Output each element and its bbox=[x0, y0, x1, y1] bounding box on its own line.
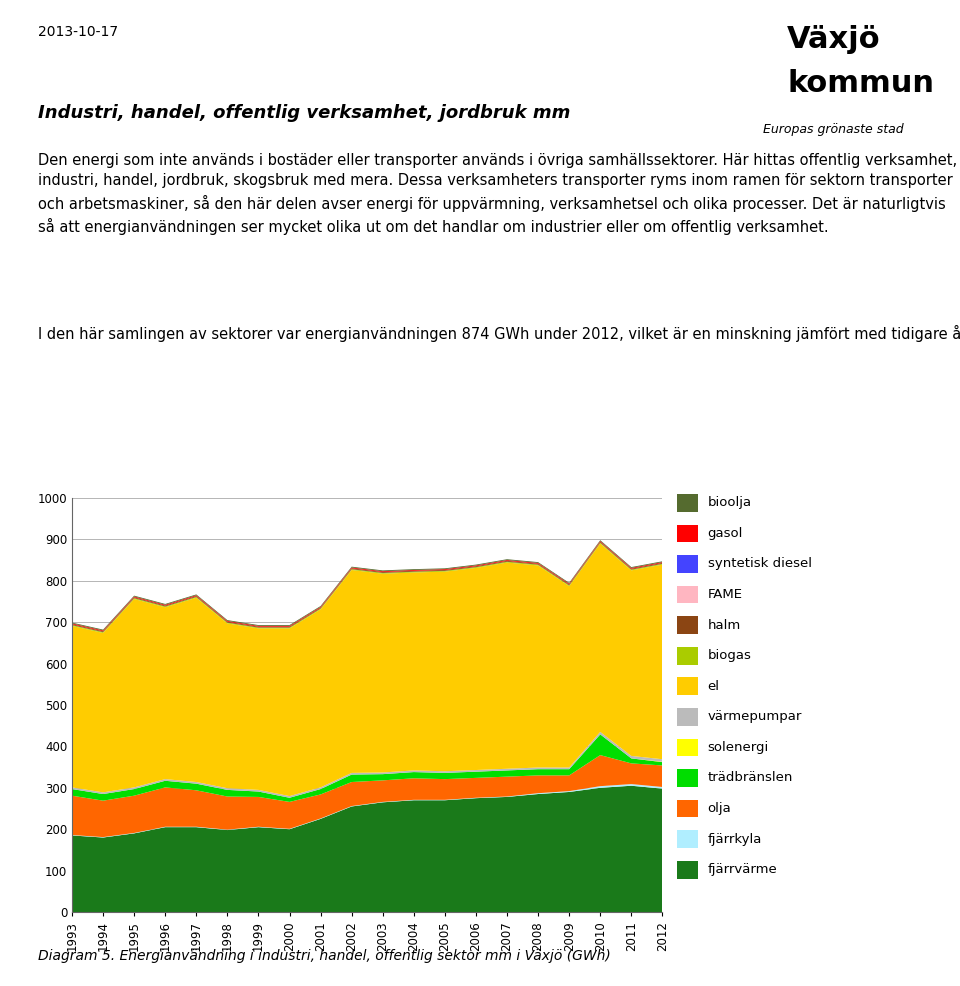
Text: I den här samlingen av sektorer var energianvändningen 874 GWh under 2012, vilke: I den här samlingen av sektorer var ener… bbox=[38, 325, 960, 342]
Text: Växjö: Växjö bbox=[787, 25, 881, 53]
Text: 2013-10-17: 2013-10-17 bbox=[38, 25, 118, 38]
Text: olja: olja bbox=[708, 802, 732, 815]
Text: Europas grönaste stad: Europas grönaste stad bbox=[763, 123, 903, 136]
Text: fjärrvärme: fjärrvärme bbox=[708, 863, 778, 877]
Text: Den energi som inte används i bostäder eller transporter används i övriga samhäl: Den energi som inte används i bostäder e… bbox=[38, 153, 957, 235]
Text: biogas: biogas bbox=[708, 649, 752, 663]
Text: halm: halm bbox=[708, 618, 741, 632]
Text: bioolja: bioolja bbox=[708, 496, 752, 510]
Text: värmepumpar: värmepumpar bbox=[708, 710, 802, 724]
Text: FAME: FAME bbox=[708, 588, 742, 601]
Text: kommun: kommun bbox=[787, 69, 934, 98]
Text: el: el bbox=[708, 679, 720, 693]
Text: trädbränslen: trädbränslen bbox=[708, 771, 793, 785]
Text: fjärrkyla: fjärrkyla bbox=[708, 832, 762, 846]
Text: Industri, handel, offentlig verksamhet, jordbruk mm: Industri, handel, offentlig verksamhet, … bbox=[38, 104, 571, 121]
Text: gasol: gasol bbox=[708, 527, 743, 540]
Text: solenergi: solenergi bbox=[708, 740, 769, 754]
Text: syntetisk diesel: syntetisk diesel bbox=[708, 557, 811, 571]
Text: Diagram 5. Energianvändning i industri, handel, offentlig sektor mm i Växjö (GWh: Diagram 5. Energianvändning i industri, … bbox=[38, 949, 612, 962]
